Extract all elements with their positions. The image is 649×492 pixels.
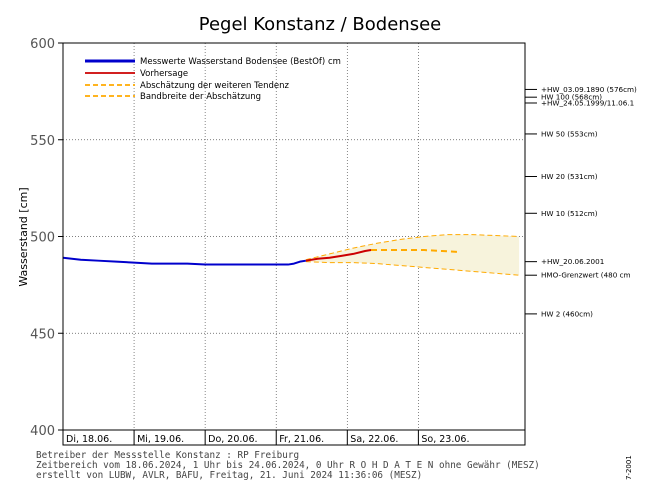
legend-label: Messwerte Wasserstand Bodensee (BestOf) … — [140, 57, 341, 67]
y-axis-label: Wasserstand [cm] — [17, 187, 30, 286]
y-tick-label: 500 — [30, 231, 55, 246]
y-tick-label: 450 — [30, 327, 55, 342]
series-lines — [62, 249, 460, 266]
day-label: Mi, 19.06. — [137, 434, 184, 445]
chart-title: Pegel Konstanz / Bodensee — [199, 14, 441, 35]
day-label: So, 23.06. — [421, 434, 469, 445]
band-upper-line — [305, 234, 520, 261]
footer-operator: Betreiber der Messstelle Konstanz : RP F… — [36, 450, 299, 461]
estimate-band — [305, 234, 520, 276]
axes — [58, 42, 526, 446]
day-label: Di, 18.06. — [66, 434, 112, 445]
x-day-labels: Di, 18.06. Mi, 19.06. Do, 20.06. Fr, 21.06.… — [66, 434, 469, 445]
ref-level-label: HW 20 (531cm) — [541, 172, 598, 181]
ref-level-label: HW 50 (553cm) — [541, 129, 598, 138]
legend-label: Bandbreite der Abschätzung — [140, 92, 261, 102]
day-label: Fr, 21.06. — [279, 434, 324, 445]
y-tick-labels: 400 450 500 550 600 — [30, 37, 55, 439]
footer-created: erstellt von LUBW, AVLR, BAFU, Freitag, … — [36, 470, 422, 481]
measured-series-line — [62, 256, 307, 266]
y-tick-label: 600 — [30, 37, 55, 52]
ref-level-label: HW 10 (512cm) — [541, 209, 598, 218]
reference-levels: +HW_03.09.1890 (576cm)HW 100 (568cm)+HW_… — [525, 85, 637, 318]
day-label: Do, 20.06. — [208, 434, 257, 445]
legend-label: Vorhersage — [140, 69, 188, 79]
y-tick-label: 400 — [30, 424, 55, 439]
side-note: 7-2001 — [625, 455, 633, 480]
ref-level-label: HW 100 (568cm) — [541, 93, 602, 102]
forecast-series-line — [305, 249, 372, 262]
y-tick-label: 550 — [30, 134, 55, 149]
ref-level-label: +HW_03.09.1890 (576cm) — [541, 85, 637, 94]
footer-timerange: Zeitbereich vom 18.06.2024, 1 Uhr bis 24… — [36, 460, 540, 471]
day-label: Sa, 22.06. — [350, 434, 398, 445]
band-fill — [305, 234, 520, 276]
trend-series-line — [371, 249, 460, 253]
ref-level-label: HMO-Grenzwert (480 cm — [541, 271, 631, 280]
legend: Messwerte Wasserstand Bodensee (BestOf) … — [85, 57, 341, 102]
ref-level-label: HW 2 (460cm) — [541, 309, 593, 318]
legend-label: Abschätzung der weiteren Tendenz — [140, 81, 290, 91]
day-axis-box — [62, 429, 526, 446]
ref-level-label: +HW_20.06.2001 — [541, 257, 604, 266]
band-lower-line — [305, 261, 520, 276]
ref-level-label: +HW_24.05.1999/11.06.1 — [541, 98, 634, 107]
